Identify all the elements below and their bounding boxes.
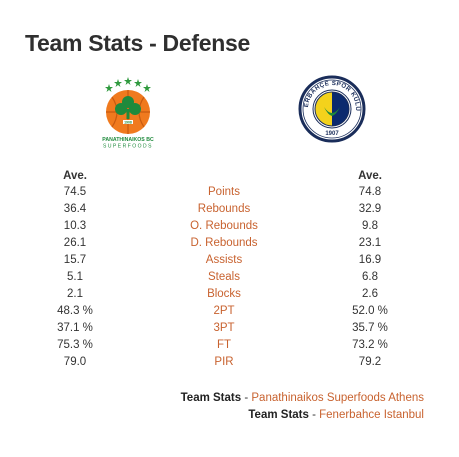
panathinaikos-logo: 1908 PANATHINAIKOS BC SUPERFOODS xyxy=(102,77,154,150)
home-stat-value: 48.3 % xyxy=(57,305,93,317)
page-title: Team Stats - Defense xyxy=(25,30,250,56)
stat-label-link[interactable]: 2PT xyxy=(213,305,235,317)
footer-home-prefix: Team Stats xyxy=(180,392,242,404)
stat-row: 26.1 D. Rebounds 23.1 xyxy=(0,235,459,252)
away-stat-value: 52.0 % xyxy=(352,305,388,317)
stat-row: 75.3 % FT 73.2 % xyxy=(0,337,459,354)
home-stat-value: 79.0 xyxy=(63,356,87,368)
home-stat-value: 10.3 xyxy=(63,220,87,232)
stat-label-link[interactable]: Blocks xyxy=(207,288,241,300)
home-stat-value: 2.1 xyxy=(67,288,83,300)
home-stat-value: 74.5 xyxy=(63,186,87,198)
stat-label-link[interactable]: PIR xyxy=(214,356,234,368)
svg-text:1908: 1908 xyxy=(124,120,132,124)
stat-label-link[interactable]: Assists xyxy=(205,254,243,266)
away-stat-value: 9.8 xyxy=(362,220,378,232)
stat-label-link[interactable]: Steals xyxy=(208,271,240,283)
panathinaikos-logo-subtext: SUPERFOODS xyxy=(103,144,153,150)
stat-row: 74.5 Points 74.8 xyxy=(0,184,459,201)
home-average-header: Ave. xyxy=(63,170,87,182)
home-stat-value: 5.1 xyxy=(67,271,83,283)
footer-home-team-stats: Team Stats - Panathinaikos Superfoods At… xyxy=(181,392,424,404)
stat-row: 10.3 O. Rebounds 9.8 xyxy=(0,218,459,235)
away-stat-value: 16.9 xyxy=(358,254,382,266)
stat-row: 79.0 PIR 79.2 xyxy=(0,354,459,371)
stat-label-link[interactable]: D. Rebounds xyxy=(190,237,258,249)
footer-away-prefix: Team Stats xyxy=(248,409,309,421)
fenerbahce-logo: FENERBAHÇE SPOR KULÜBÜ 1907 xyxy=(298,75,366,143)
footer-away-team-stats: Team Stats - Fenerbahce Istanbul xyxy=(248,409,424,421)
stars-icon xyxy=(105,77,151,92)
footer-away-separator: - xyxy=(308,409,320,421)
home-stat-value: 37.1 % xyxy=(57,322,93,334)
away-stat-value: 79.2 xyxy=(358,356,382,368)
stat-row: 15.7 Assists 16.9 xyxy=(0,252,459,269)
stat-label-link[interactable]: O. Rebounds xyxy=(190,220,258,232)
home-stat-value: 26.1 xyxy=(63,237,87,249)
home-team-link[interactable]: Panathinaikos Superfoods Athens xyxy=(251,392,424,404)
stat-label-link[interactable]: FT xyxy=(216,339,232,351)
stat-label-link[interactable]: 3PT xyxy=(213,322,235,334)
away-team-link[interactable]: Fenerbahce Istanbul xyxy=(319,409,424,421)
away-stat-value: 6.8 xyxy=(362,271,378,283)
stats-header-row: Ave. Ave. xyxy=(0,168,459,184)
away-stat-value: 74.8 xyxy=(358,186,382,198)
stat-row: 5.1 Steals 6.8 xyxy=(0,269,459,286)
away-stat-value: 73.2 % xyxy=(352,339,388,351)
fenerbahce-logo-year: 1907 xyxy=(325,131,339,137)
away-stat-value: 23.1 xyxy=(358,237,382,249)
away-stat-value: 35.7 % xyxy=(352,322,388,334)
stat-label-link[interactable]: Rebounds xyxy=(197,203,251,215)
stat-row: 37.1 % 3PT 35.7 % xyxy=(0,320,459,337)
home-stat-value: 15.7 xyxy=(63,254,87,266)
home-stat-value: 36.4 xyxy=(63,203,87,215)
stat-row: 2.1 Blocks 2.6 xyxy=(0,286,459,303)
stats-table: Ave. Ave. 74.5 Points 74.8 36.4 Rebounds 32.9… xyxy=(0,168,459,371)
away-average-header: Ave. xyxy=(358,170,382,182)
away-stat-value: 2.6 xyxy=(362,288,378,300)
footer-home-separator: - xyxy=(241,392,252,404)
stat-row: 36.4 Rebounds 32.9 xyxy=(0,201,459,218)
stat-label-link[interactable]: Points xyxy=(208,186,240,198)
stat-row: 48.3 % 2PT 52.0 % xyxy=(0,303,459,320)
home-stat-value: 75.3 % xyxy=(57,339,93,351)
away-stat-value: 32.9 xyxy=(358,203,382,215)
panathinaikos-logo-text: PANATHINAIKOS BC xyxy=(102,137,154,143)
